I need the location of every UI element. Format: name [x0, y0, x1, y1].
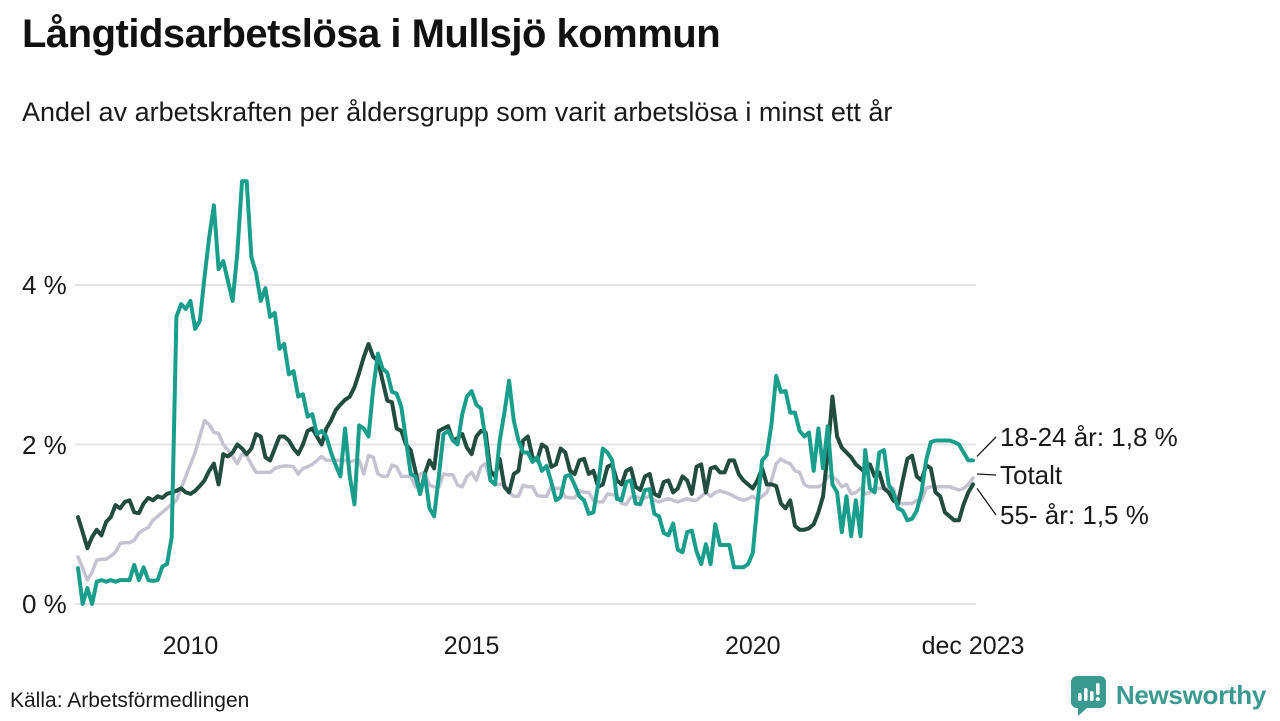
- page-title: Långtidsarbetslösa i Mullsjö kommun: [22, 12, 721, 56]
- series-label-18-24: 18-24 år: 1,8 %: [1000, 422, 1178, 452]
- series-label-55: 55- år: 1,5 %: [1000, 500, 1149, 530]
- line-18-24-r: [76, 179, 975, 606]
- newsworthy-brand-text: Newsworthy: [1115, 680, 1266, 710]
- series-label-totalt: Totalt: [1000, 460, 1063, 490]
- x-axis-tick-2010: 2010: [162, 632, 219, 660]
- y-axis-tick-4: 4 %: [22, 270, 67, 300]
- chart-subtitle: Andel av arbetskraften per åldersgrupp s…: [22, 97, 893, 127]
- line-55-r: [76, 342, 975, 551]
- x-axis-tick-2020: 2020: [724, 632, 781, 660]
- y-axis-tick-2: 2 %: [22, 429, 67, 460]
- newsworthy-logo-icon: [1070, 675, 1107, 716]
- newsworthy-brand[interactable]: Newsworthy: [1070, 675, 1266, 716]
- source-note: Källa: Arbetsförmedlingen: [10, 689, 250, 712]
- x-axis-tick-2015: 2015: [443, 632, 500, 660]
- x-axis-tick-dec-2023: dec 2023: [921, 632, 1025, 660]
- y-axis-tick-0: 0 %: [22, 589, 67, 619]
